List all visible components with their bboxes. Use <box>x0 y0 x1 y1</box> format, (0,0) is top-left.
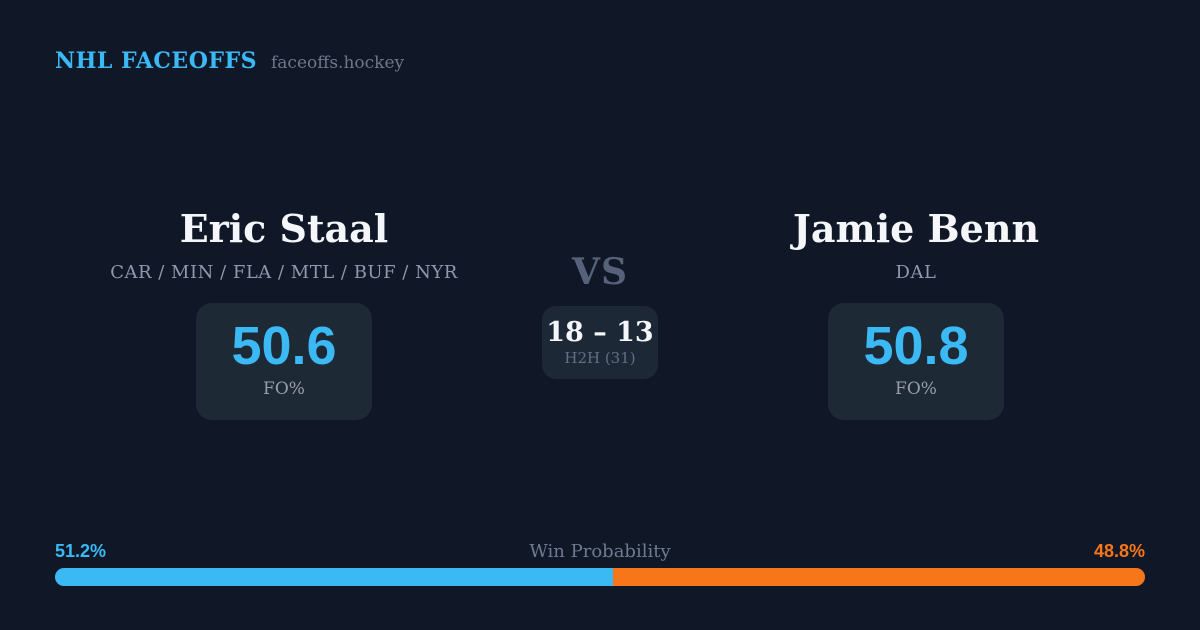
player-right-stat-card: 50.8 FO% <box>828 303 1004 420</box>
win-probability-right-pct: 48.8% <box>1093 541 1145 561</box>
h2h-score: 18 – 13 <box>546 317 654 348</box>
player-right-panel: Jamie Benn DAL 50.8 FO% <box>696 205 1136 420</box>
win-probability-bar <box>55 568 1145 586</box>
vs-panel: VS 18 – 13 H2H (31) <box>520 205 680 379</box>
win-probability-left-pct: 51.2% <box>55 541 107 561</box>
win-probability-bar-left-segment <box>55 568 614 586</box>
win-probability-title: Win Probability <box>529 541 671 562</box>
h2h-label: H2H (31) <box>564 349 636 367</box>
player-left-name: Eric Staal <box>179 206 389 251</box>
h2h-card: 18 – 13 H2H (31) <box>542 306 658 379</box>
player-right-teams: DAL <box>895 262 937 283</box>
header: NHL FACEOFFS faceoffs.hockey <box>55 48 404 74</box>
player-left-fo-pct: 50.6 <box>231 316 337 376</box>
player-right-name: Jamie Benn <box>792 206 1040 251</box>
site-url: faceoffs.hockey <box>271 53 405 73</box>
win-probability-section: 51.2% Win Probability 48.8% <box>55 541 1145 586</box>
player-left-stat-label: FO% <box>263 379 305 399</box>
player-left-teams: CAR / MIN / FLA / MTL / BUF / NYR <box>110 262 458 283</box>
player-right-fo-pct: 50.8 <box>863 316 969 376</box>
player-left-panel: Eric Staal CAR / MIN / FLA / MTL / BUF /… <box>64 205 504 420</box>
brand-logo: NHL FACEOFFS <box>55 48 257 74</box>
player-left-stat-card: 50.6 FO% <box>196 303 372 420</box>
vs-label: VS <box>572 251 628 293</box>
win-probability-bar-right-segment <box>613 568 1145 586</box>
player-right-stat-label: FO% <box>895 379 937 399</box>
win-probability-labels: 51.2% Win Probability 48.8% <box>55 541 1145 562</box>
